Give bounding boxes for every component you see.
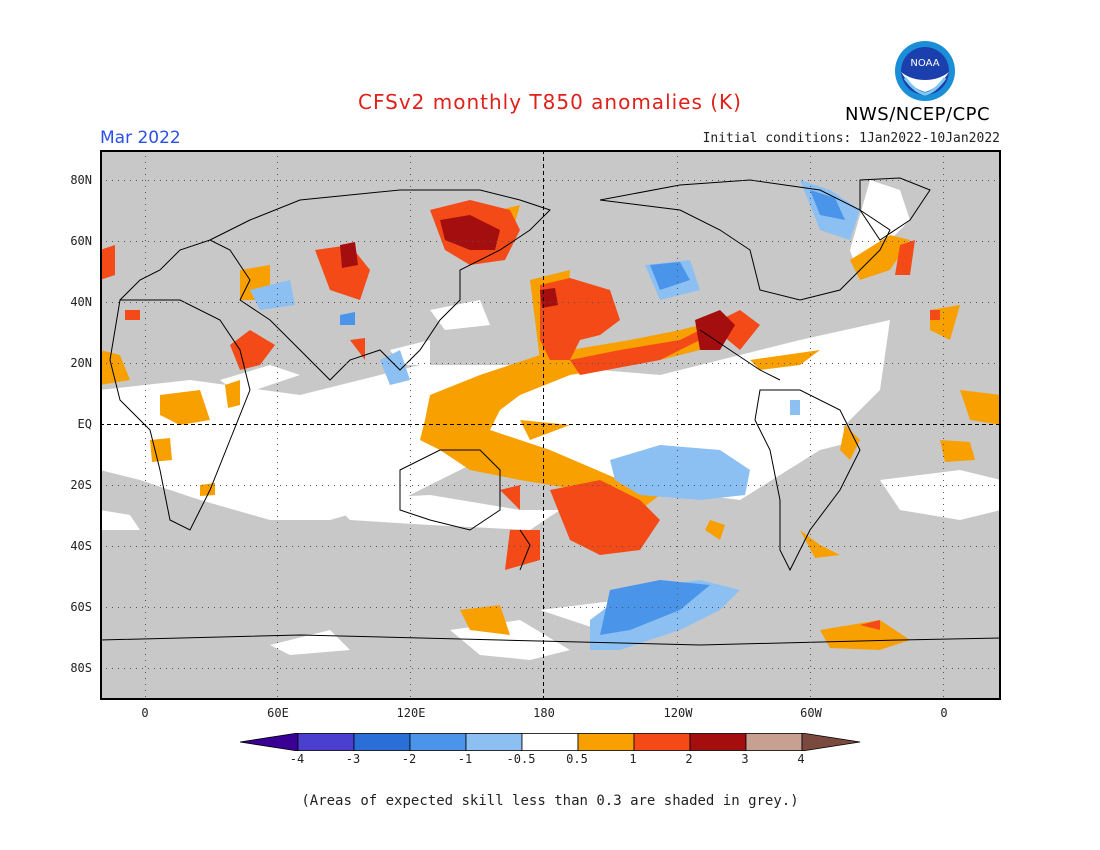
anomaly-neg-1-2	[340, 190, 845, 635]
colorbar-cell	[465, 733, 523, 751]
colorbar-cell	[689, 733, 747, 751]
lat-label-20n: 20N	[70, 356, 92, 370]
noaa-logo: NOAA	[895, 41, 955, 101]
colorbar-cell	[409, 733, 467, 751]
map-frame	[100, 150, 1001, 700]
colorbar-cell	[353, 733, 411, 751]
skill-footnote: (Areas of expected skill less than 0.3 a…	[301, 793, 799, 809]
initial-conditions: Initial conditions: 1Jan2022-10Jan2022	[702, 131, 1000, 146]
coastlines	[100, 177, 1001, 646]
lon-label-120w: 120W	[663, 706, 693, 720]
lon-label-0-east: 0	[940, 706, 948, 720]
colorbar-cell	[577, 733, 635, 751]
legend-label: -3	[345, 752, 361, 766]
graticule	[100, 150, 1001, 700]
lat-label-60s: 60S	[70, 600, 92, 614]
colorbar	[240, 733, 861, 751]
legend-label: 1	[629, 752, 637, 766]
colorbar-cell	[521, 733, 579, 751]
legend-label: -4	[289, 752, 305, 766]
lat-label-40n: 40N	[70, 295, 92, 309]
lat-label-60n: 60N	[70, 234, 92, 248]
map-title: CFSv2 monthly T850 anomalies (K)	[358, 90, 742, 114]
lon-label-60e: 60E	[267, 706, 289, 720]
colorbar-cell	[745, 733, 803, 751]
lat-label-80n: 80N	[70, 173, 92, 187]
colorbar-arrow-high	[801, 733, 861, 751]
colorbar-cell	[633, 733, 691, 751]
lon-label-180: 180	[533, 706, 555, 720]
legend-label: 4	[797, 752, 805, 766]
colorbar-arrow-low	[240, 733, 299, 751]
lat-label-eq: EQ	[77, 417, 92, 431]
lat-label-20s: 20S	[70, 478, 92, 492]
agency-label: NWS/NCEP/CPC	[845, 104, 991, 125]
lon-label-0: 0	[141, 706, 149, 720]
lon-label-60w: 60W	[800, 706, 822, 720]
forecast-period: Mar 2022	[100, 128, 181, 148]
legend-label: 0.5	[566, 752, 588, 766]
lat-label-40s: 40S	[70, 539, 92, 553]
legend-label: 3	[741, 752, 749, 766]
logo-text: NOAA	[910, 58, 939, 69]
legend-label: -0.5	[506, 752, 536, 766]
legend-label: -2	[401, 752, 417, 766]
legend-label: -1	[457, 752, 473, 766]
lon-label-120e: 120E	[396, 706, 426, 720]
lat-label-80s: 80S	[70, 661, 92, 675]
legend-label: 2	[685, 752, 693, 766]
anomaly-map	[100, 150, 1001, 700]
colorbar-cell	[297, 733, 355, 751]
